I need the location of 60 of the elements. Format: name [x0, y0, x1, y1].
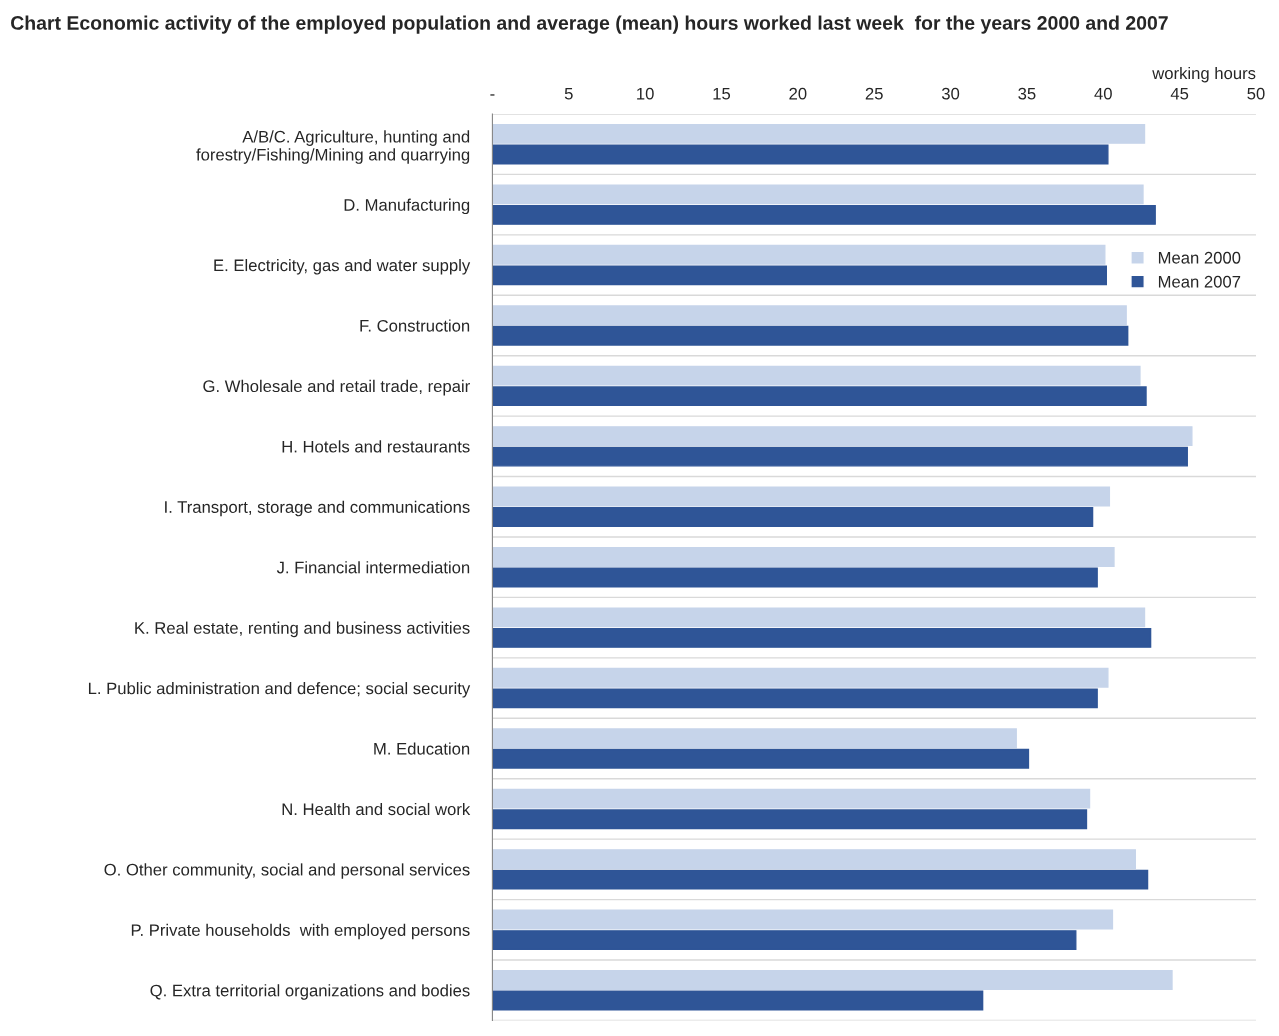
bar	[492, 244, 1106, 265]
x-tick-label: -	[490, 94, 495, 96]
bar	[492, 627, 1152, 648]
bar	[492, 930, 1077, 951]
x-tick-label: 50	[1247, 87, 1265, 100]
y-tick-label: M. Education	[374, 742, 470, 755]
bar	[492, 123, 1146, 144]
y-tick-label: F. Construction	[360, 319, 470, 332]
bar	[492, 144, 1109, 165]
bar	[492, 305, 1127, 326]
bar	[492, 446, 1188, 467]
y-tick-label: G. Wholesale and retail trade, repair	[203, 379, 470, 396]
y-tick-label: P. Private households with employed persons	[131, 923, 470, 940]
bar	[492, 486, 1111, 507]
y-tick-label: H. Hotels and restaurants	[282, 440, 470, 453]
x-tick-label: 15	[713, 87, 731, 100]
bar	[492, 809, 1088, 830]
x-tick-label: 25	[865, 87, 883, 100]
y-tick-label: Q. Extra territorial organizations and bodies	[150, 984, 470, 1000]
y-tick-label: J. Financial intermediation	[276, 561, 470, 574]
bar	[492, 688, 1098, 709]
bar	[492, 546, 1115, 567]
y-tick-label: E. Electricity, gas and water supply	[214, 259, 471, 275]
x-tick-label: 30	[941, 87, 960, 100]
bar	[492, 567, 1098, 588]
bar	[492, 869, 1149, 890]
y-tick-label: I. Transport, storage and communications	[165, 500, 470, 517]
bar	[492, 990, 984, 1011]
bar	[492, 325, 1129, 346]
y-tick-label: N. Health and social work	[282, 802, 471, 816]
y-tick-label: A/B/C. Agriculture, hunting and forestry/Fishing/Mining and quarrying	[196, 130, 470, 164]
bar	[492, 184, 1144, 205]
legend-label: Mean 2007	[1158, 275, 1241, 288]
x-tick-label: 10	[637, 87, 654, 100]
x-tick-label: 5	[564, 87, 573, 100]
bar	[492, 426, 1193, 447]
bar	[492, 365, 1141, 386]
legend-label: Mean 2000	[1158, 251, 1241, 264]
bar	[492, 386, 1147, 407]
y-tick-label: D. Manufacturing	[344, 198, 470, 215]
x-tick-label: 40	[1094, 87, 1112, 100]
x-tick-label: 45	[1170, 87, 1189, 100]
bar	[492, 265, 1108, 286]
bar	[492, 748, 1030, 769]
chart-title: Chart Economic activity of the employed population and average (mean) hours worked last week for the years 2000 and 2007	[11, 15, 1168, 34]
bar	[492, 728, 1017, 749]
x-tick-label: 35	[1018, 87, 1036, 100]
bar	[492, 667, 1109, 688]
y-tick-label: O. Other community, social and personal services	[104, 863, 470, 879]
bar	[492, 607, 1146, 628]
bar	[492, 970, 1173, 990]
bar	[492, 204, 1156, 225]
bar	[492, 909, 1114, 930]
x-tick-label: 20	[789, 87, 807, 100]
bar	[492, 849, 1137, 870]
x-axis-title: working hours	[1152, 66, 1256, 83]
y-tick-label: K. Real estate, renting and business activities	[135, 621, 470, 638]
y-tick-label: L. Public administration and defence; social security	[88, 682, 471, 698]
bar	[492, 788, 1091, 809]
bar	[492, 507, 1094, 527]
